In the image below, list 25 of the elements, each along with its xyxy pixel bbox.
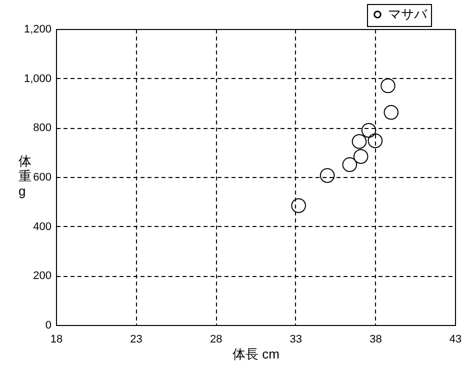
point xyxy=(320,168,335,183)
x-tick-label: 18 xyxy=(50,334,63,346)
x-axis-title: 体長 cm xyxy=(232,346,280,362)
y-tick-label: 400 xyxy=(33,220,52,233)
point xyxy=(353,149,368,164)
point xyxy=(384,104,399,120)
y-tick-label: 0 xyxy=(45,320,52,332)
point xyxy=(361,123,376,138)
y-tick-label: 200 xyxy=(33,270,52,282)
y-axis-title: 体重 g xyxy=(18,154,32,198)
legend-label: マサバ xyxy=(388,6,428,22)
y-tick-label: 1,000 xyxy=(24,72,52,85)
point xyxy=(368,133,383,148)
point xyxy=(352,134,367,149)
x-tick-label: 23 xyxy=(130,334,142,346)
y-tick-label: 800 xyxy=(33,122,52,134)
x-tick-label: 33 xyxy=(290,334,302,346)
point xyxy=(291,198,306,213)
y-tick-label: 1,200 xyxy=(24,24,52,36)
x-tick-label: 28 xyxy=(210,334,222,346)
point xyxy=(342,157,358,172)
x-tick-label: 38 xyxy=(370,334,382,346)
point xyxy=(380,78,396,94)
x-tick-label: 43 xyxy=(449,334,462,346)
y-tick-label: 600 xyxy=(33,172,52,184)
